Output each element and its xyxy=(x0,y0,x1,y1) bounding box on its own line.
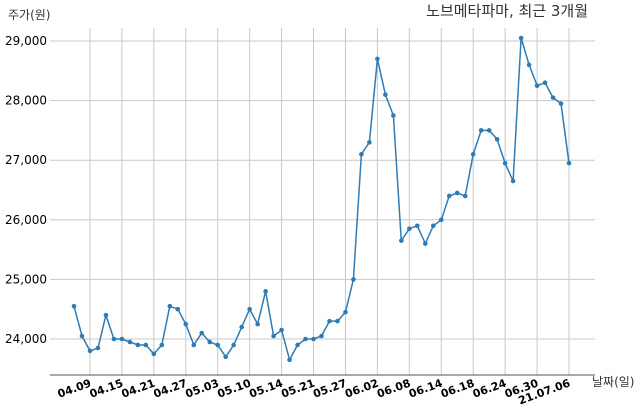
y-tick-label: 29,000 xyxy=(5,34,47,48)
data-point xyxy=(566,160,572,166)
y-tick-label: 24,000 xyxy=(5,332,47,346)
data-point xyxy=(422,241,428,246)
data-point xyxy=(430,223,436,229)
price-series xyxy=(71,35,572,363)
y-tick-label: 27,000 xyxy=(5,153,47,167)
data-point xyxy=(215,342,221,348)
data-point xyxy=(311,336,316,342)
data-point xyxy=(542,80,548,86)
data-point xyxy=(391,113,396,118)
data-point xyxy=(71,303,77,309)
data-point xyxy=(95,345,101,351)
data-point xyxy=(279,327,284,333)
data-point xyxy=(199,330,205,336)
data-point xyxy=(103,312,109,318)
data-point xyxy=(375,56,380,62)
data-point xyxy=(303,336,308,342)
series-line xyxy=(73,37,570,362)
data-point xyxy=(510,178,516,184)
data-point xyxy=(127,339,133,345)
data-point xyxy=(231,342,236,348)
data-point xyxy=(263,289,268,294)
chart-title: 노브메타파마, 최근 3개월 xyxy=(426,2,588,20)
data-point xyxy=(79,333,85,339)
data-point xyxy=(446,193,452,199)
data-point xyxy=(151,351,157,357)
data-point xyxy=(159,342,165,348)
data-point xyxy=(343,309,348,315)
grid xyxy=(50,28,595,375)
data-point xyxy=(207,339,213,345)
data-point xyxy=(191,342,197,348)
data-point xyxy=(438,217,444,223)
data-point xyxy=(351,277,356,282)
y-tick-label: 28,000 xyxy=(5,94,47,108)
y-tick-label: 25,000 xyxy=(5,272,47,286)
data-point xyxy=(335,318,340,324)
data-point xyxy=(135,342,141,348)
data-point xyxy=(255,321,260,327)
data-point xyxy=(502,160,508,166)
data-point xyxy=(119,336,125,342)
data-point xyxy=(87,348,93,354)
data-point xyxy=(167,303,173,309)
data-point xyxy=(486,128,492,133)
data-point xyxy=(558,101,564,106)
data-point xyxy=(247,306,252,312)
data-point xyxy=(287,357,292,363)
data-point xyxy=(454,190,460,196)
data-point xyxy=(415,223,420,229)
data-point xyxy=(526,62,532,68)
data-point xyxy=(534,83,540,88)
data-point xyxy=(239,324,244,330)
data-point xyxy=(175,306,181,312)
y-tick-label: 26,000 xyxy=(5,213,47,227)
data-point xyxy=(223,354,228,360)
data-point xyxy=(470,151,476,157)
data-point xyxy=(478,128,484,133)
data-point xyxy=(550,95,556,100)
data-point xyxy=(518,35,524,41)
y-axis-label: 주가(원) xyxy=(8,8,50,22)
data-point xyxy=(143,342,149,348)
data-point xyxy=(111,336,117,342)
x-axis-label: 날짜(일) xyxy=(592,375,634,389)
data-point xyxy=(183,321,189,327)
data-point xyxy=(462,193,468,199)
data-point xyxy=(367,140,372,145)
data-point xyxy=(494,137,500,142)
data-point xyxy=(359,151,364,157)
data-point xyxy=(407,226,412,232)
data-point xyxy=(327,318,332,324)
data-point xyxy=(271,333,276,339)
data-point xyxy=(295,342,300,348)
data-point xyxy=(383,92,388,97)
data-point xyxy=(319,333,324,339)
data-point xyxy=(399,238,404,243)
